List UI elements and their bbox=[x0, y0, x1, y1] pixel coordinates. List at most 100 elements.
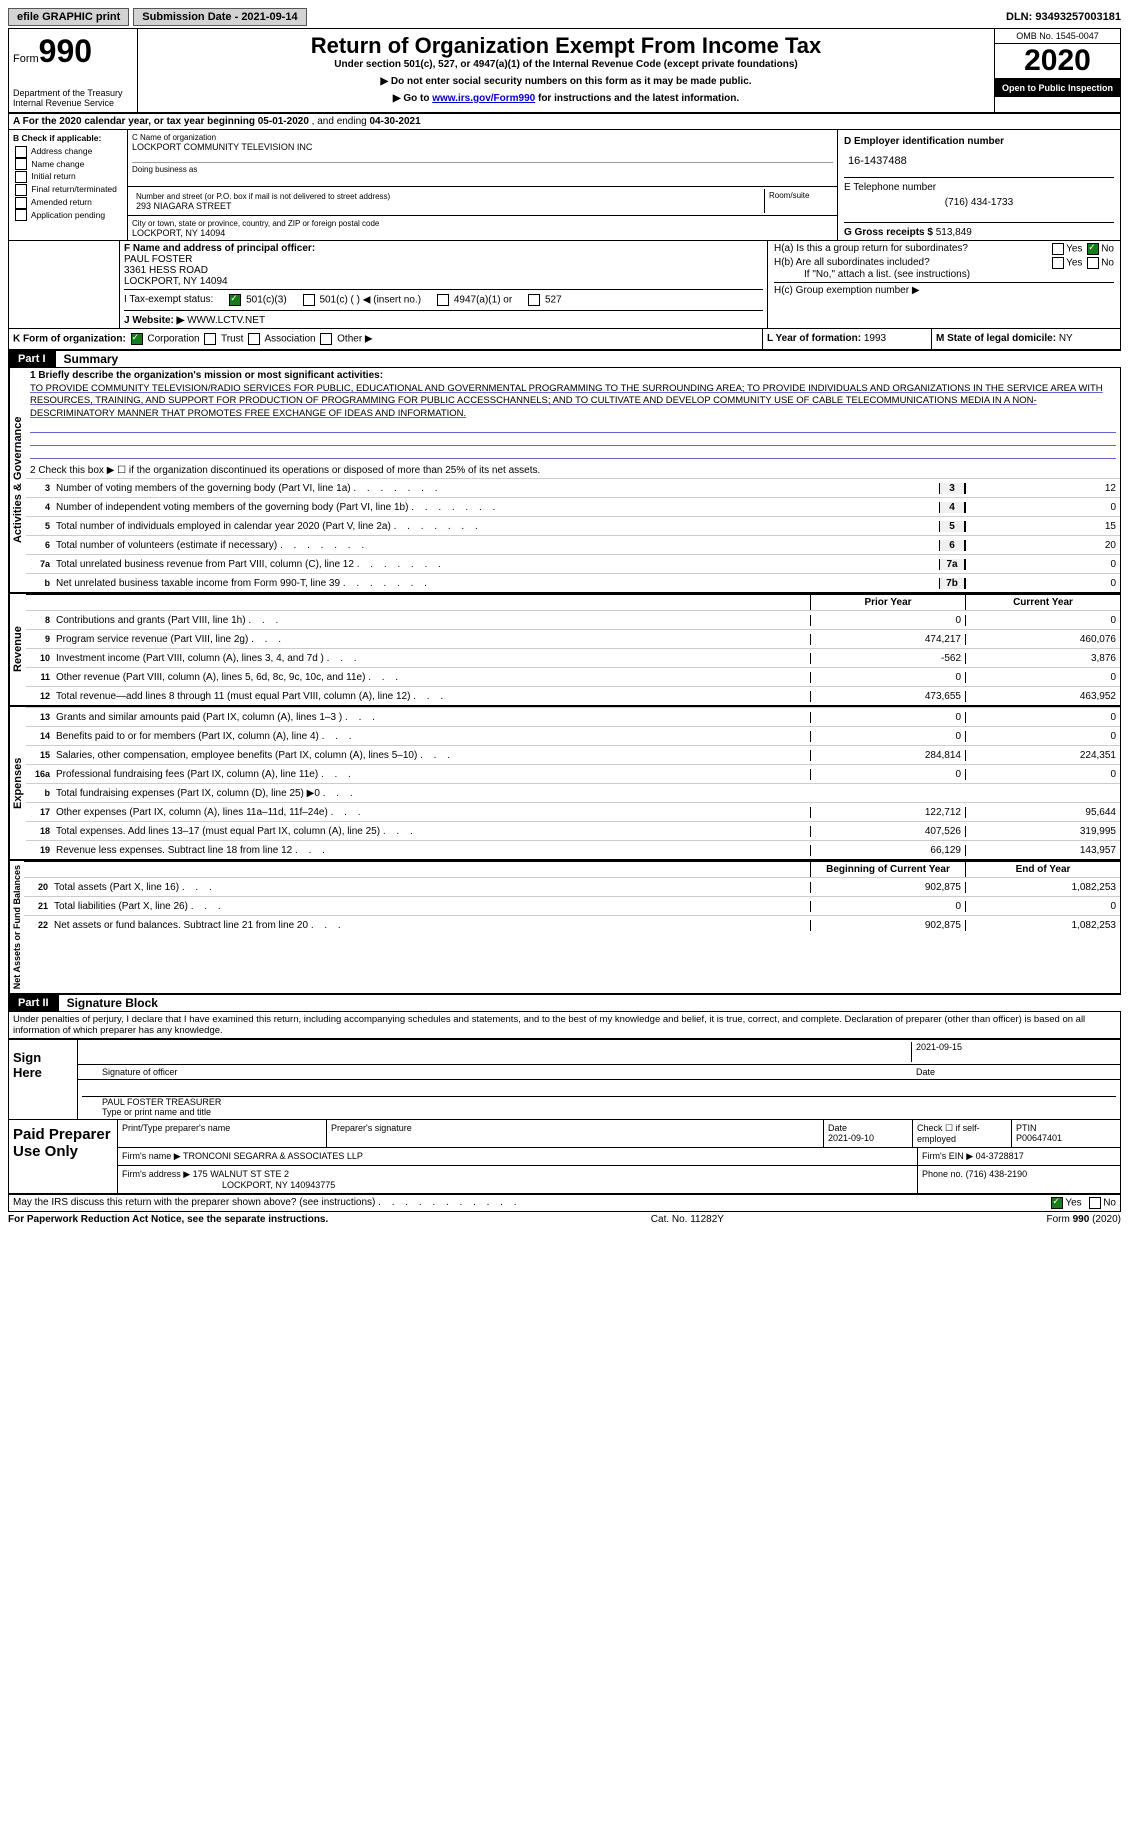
check-501c[interactable] bbox=[303, 294, 315, 306]
cat-number: Cat. No. 11282Y bbox=[651, 1214, 724, 1225]
line-22: 22 Net assets or fund balances. Subtract… bbox=[24, 915, 1120, 934]
firm-addr1: 175 WALNUT ST STE 2 bbox=[193, 1169, 289, 1179]
ha-label: H(a) Is this a group return for subordin… bbox=[774, 243, 1050, 255]
row-a-period: A For the 2020 calendar year, or tax yea… bbox=[8, 114, 1121, 130]
summary-line-3: 3 Number of voting members of the govern… bbox=[26, 478, 1120, 497]
year-formation: 1993 bbox=[864, 333, 886, 344]
summary-line-4: 4 Number of independent voting members o… bbox=[26, 497, 1120, 516]
check-application-pending[interactable] bbox=[15, 209, 27, 221]
room-suite: Room/suite bbox=[765, 189, 833, 213]
line-10: 10 Investment income (Part VIII, column … bbox=[26, 648, 1120, 667]
department-label: Department of the Treasury Internal Reve… bbox=[13, 88, 133, 108]
summary-line-7b: b Net unrelated business taxable income … bbox=[26, 573, 1120, 592]
mission-text: TO PROVIDE COMMUNITY TELEVISION/RADIO SE… bbox=[26, 383, 1120, 420]
line-8: 8 Contributions and grants (Part VIII, l… bbox=[26, 610, 1120, 629]
line-20: 20 Total assets (Part X, line 16) . . . … bbox=[24, 877, 1120, 896]
summary-line-5: 5 Total number of individuals employed i… bbox=[26, 516, 1120, 535]
footer-line: For Paperwork Reduction Act Notice, see … bbox=[8, 1212, 1121, 1227]
website-value: WWW.LCTV.NET bbox=[187, 315, 265, 326]
firm-ein: 04-3728817 bbox=[976, 1151, 1024, 1161]
col-b-checkboxes: B Check if applicable: Address change Na… bbox=[9, 130, 128, 240]
vert-activities: Activities & Governance bbox=[9, 368, 26, 592]
line-9: 9 Program service revenue (Part VIII, li… bbox=[26, 629, 1120, 648]
line-16a: 16a Professional fundraising fees (Part … bbox=[26, 764, 1120, 783]
check-association[interactable] bbox=[248, 333, 260, 345]
sig-declaration: Under penalties of perjury, I declare th… bbox=[8, 1012, 1121, 1038]
telephone-label: E Telephone number bbox=[844, 182, 936, 193]
ptin-value: P00647401 bbox=[1016, 1133, 1062, 1143]
discuss-row: May the IRS discuss this return with the… bbox=[8, 1195, 1121, 1212]
check-name-change[interactable] bbox=[15, 158, 27, 170]
part-i-header: Part I Summary bbox=[8, 351, 1121, 368]
state-domicile: NY bbox=[1059, 333, 1073, 344]
submission-date-button[interactable]: Submission Date - 2021-09-14 bbox=[133, 8, 306, 26]
check-corporation[interactable] bbox=[131, 333, 143, 345]
gross-receipts-label: G Gross receipts $ bbox=[844, 227, 933, 238]
discuss-yes[interactable] bbox=[1051, 1197, 1063, 1209]
klm-row: K Form of organization: Corporation Trus… bbox=[8, 329, 1121, 351]
end-year-header: End of Year bbox=[965, 862, 1120, 877]
top-bar: efile GRAPHIC print Submission Date - 20… bbox=[8, 8, 1121, 26]
line-2: 2 Check this box ▶ ☐ if the organization… bbox=[26, 459, 1120, 478]
expenses-section: Expenses 13 Grants and similar amounts p… bbox=[8, 707, 1121, 861]
gross-receipts-value: 513,849 bbox=[936, 227, 972, 238]
hb-no[interactable] bbox=[1087, 257, 1099, 269]
line-12: 12 Total revenue—add lines 8 through 11 … bbox=[26, 686, 1120, 705]
hc-label: H(c) Group exemption number ▶ bbox=[774, 282, 1114, 296]
irs-link[interactable]: www.irs.gov/Form990 bbox=[432, 93, 535, 104]
check-initial-return[interactable] bbox=[15, 171, 27, 183]
header-link-row: ▶ Go to www.irs.gov/Form990 for instruct… bbox=[142, 93, 990, 104]
activities-governance-section: Activities & Governance 1 Briefly descri… bbox=[8, 368, 1121, 594]
officer-name: PAUL FOSTER bbox=[124, 254, 192, 265]
tax-year: 2020 bbox=[995, 44, 1120, 79]
summary-line-7a: 7a Total unrelated business revenue from… bbox=[26, 554, 1120, 573]
omb-number: OMB No. 1545-0047 bbox=[995, 29, 1120, 44]
check-final-return[interactable] bbox=[15, 184, 27, 196]
sign-here-block: Sign Here 2021-09-15 Signature of office… bbox=[8, 1038, 1121, 1120]
summary-line-6: 6 Total number of volunteers (estimate i… bbox=[26, 535, 1120, 554]
row-j-label: J Website: ▶ bbox=[124, 315, 184, 326]
line-13: 13 Grants and similar amounts paid (Part… bbox=[26, 707, 1120, 726]
city-row: City or town, state or province, country… bbox=[128, 216, 837, 240]
revenue-section: Revenue Prior Year Current Year 8 Contri… bbox=[8, 594, 1121, 707]
check-amended-return[interactable] bbox=[15, 197, 27, 209]
check-4947[interactable] bbox=[437, 294, 449, 306]
vert-expenses: Expenses bbox=[9, 707, 26, 859]
line-15: 15 Salaries, other compensation, employe… bbox=[26, 745, 1120, 764]
check-other[interactable] bbox=[320, 333, 332, 345]
telephone-value: (716) 434-1733 bbox=[844, 193, 1114, 222]
entity-block: B Check if applicable: Address change Na… bbox=[8, 130, 1121, 241]
form-header: Form990 Department of the Treasury Inter… bbox=[8, 28, 1121, 114]
net-assets-section: Net Assets or Fund Balances Beginning of… bbox=[8, 861, 1121, 995]
firm-addr2: LOCKPORT, NY 140943775 bbox=[122, 1180, 335, 1190]
vert-revenue: Revenue bbox=[9, 594, 26, 705]
ha-no[interactable] bbox=[1087, 243, 1099, 255]
check-address-change[interactable] bbox=[15, 146, 27, 158]
hb-label: H(b) Are all subordinates included? bbox=[774, 257, 1050, 269]
ein-label: D Employer identification number bbox=[844, 136, 1004, 147]
current-year-header: Current Year bbox=[965, 595, 1120, 610]
paid-preparer-block: Paid Preparer Use Only Print/Type prepar… bbox=[8, 1120, 1121, 1195]
line-11: 11 Other revenue (Part VIII, column (A),… bbox=[26, 667, 1120, 686]
check-527[interactable] bbox=[528, 294, 540, 306]
ha-yes[interactable] bbox=[1052, 243, 1064, 255]
check-501c3[interactable] bbox=[229, 294, 241, 306]
line-b: b Total fundraising expenses (Part IX, c… bbox=[26, 783, 1120, 802]
line-18: 18 Total expenses. Add lines 13–17 (must… bbox=[26, 821, 1120, 840]
sig-date: 2021-09-15 bbox=[911, 1042, 1116, 1062]
inspection-badge: Open to Public Inspection bbox=[995, 79, 1120, 97]
line-14: 14 Benefits paid to or for members (Part… bbox=[26, 726, 1120, 745]
self-employed-check[interactable]: Check ☐ if self-employed bbox=[913, 1120, 1012, 1147]
form-number: 990 bbox=[39, 33, 92, 69]
form-label: Form bbox=[13, 53, 39, 65]
officer-print-name: PAUL FOSTER TREASURER bbox=[102, 1097, 221, 1107]
prep-date: 2021-09-10 bbox=[828, 1133, 874, 1143]
hb-yes[interactable] bbox=[1052, 257, 1064, 269]
row-i-label: I Tax-exempt status: bbox=[124, 294, 213, 306]
prior-year-header: Prior Year bbox=[810, 595, 965, 610]
firm-phone: (716) 438-2190 bbox=[966, 1169, 1028, 1179]
ein-value: 16-1437488 bbox=[844, 151, 1114, 177]
check-trust[interactable] bbox=[204, 333, 216, 345]
efile-button[interactable]: efile GRAPHIC print bbox=[8, 8, 129, 26]
discuss-no[interactable] bbox=[1089, 1197, 1101, 1209]
